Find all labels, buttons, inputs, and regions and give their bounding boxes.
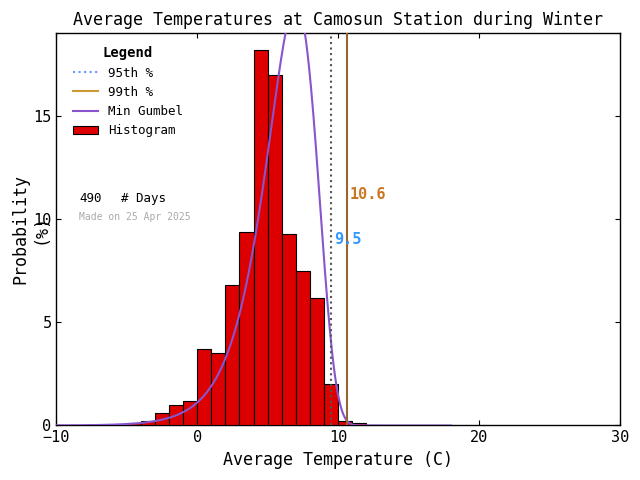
Bar <box>225 285 239 425</box>
Text: 490: 490 <box>79 192 101 205</box>
Bar <box>239 231 253 425</box>
Bar <box>183 401 197 425</box>
Title: Average Temperatures at Camosun Station during Winter: Average Temperatures at Camosun Station … <box>73 11 603 29</box>
Bar <box>141 421 155 425</box>
X-axis label: Average Temperature (C): Average Temperature (C) <box>223 451 453 469</box>
Text: Made on 25 Apr 2025: Made on 25 Apr 2025 <box>79 212 191 222</box>
Y-axis label: Probability
(%): Probability (%) <box>11 174 50 285</box>
Bar <box>268 75 282 425</box>
Text: # Days: # Days <box>121 192 166 205</box>
Bar <box>169 405 183 425</box>
Bar <box>338 421 352 425</box>
Bar <box>282 234 296 425</box>
Bar <box>155 413 169 425</box>
Text: 10.6: 10.6 <box>349 187 386 202</box>
Text: 9.5: 9.5 <box>334 232 361 247</box>
Legend: 95th %, 99th %, Min Gumbel, Histogram: 95th %, 99th %, Min Gumbel, Histogram <box>68 41 188 142</box>
Bar <box>296 271 310 425</box>
Bar <box>324 384 338 425</box>
Bar <box>310 298 324 425</box>
Bar <box>211 353 225 425</box>
Bar <box>197 349 211 425</box>
Bar <box>127 423 141 425</box>
Bar <box>253 50 268 425</box>
Bar <box>352 423 366 425</box>
